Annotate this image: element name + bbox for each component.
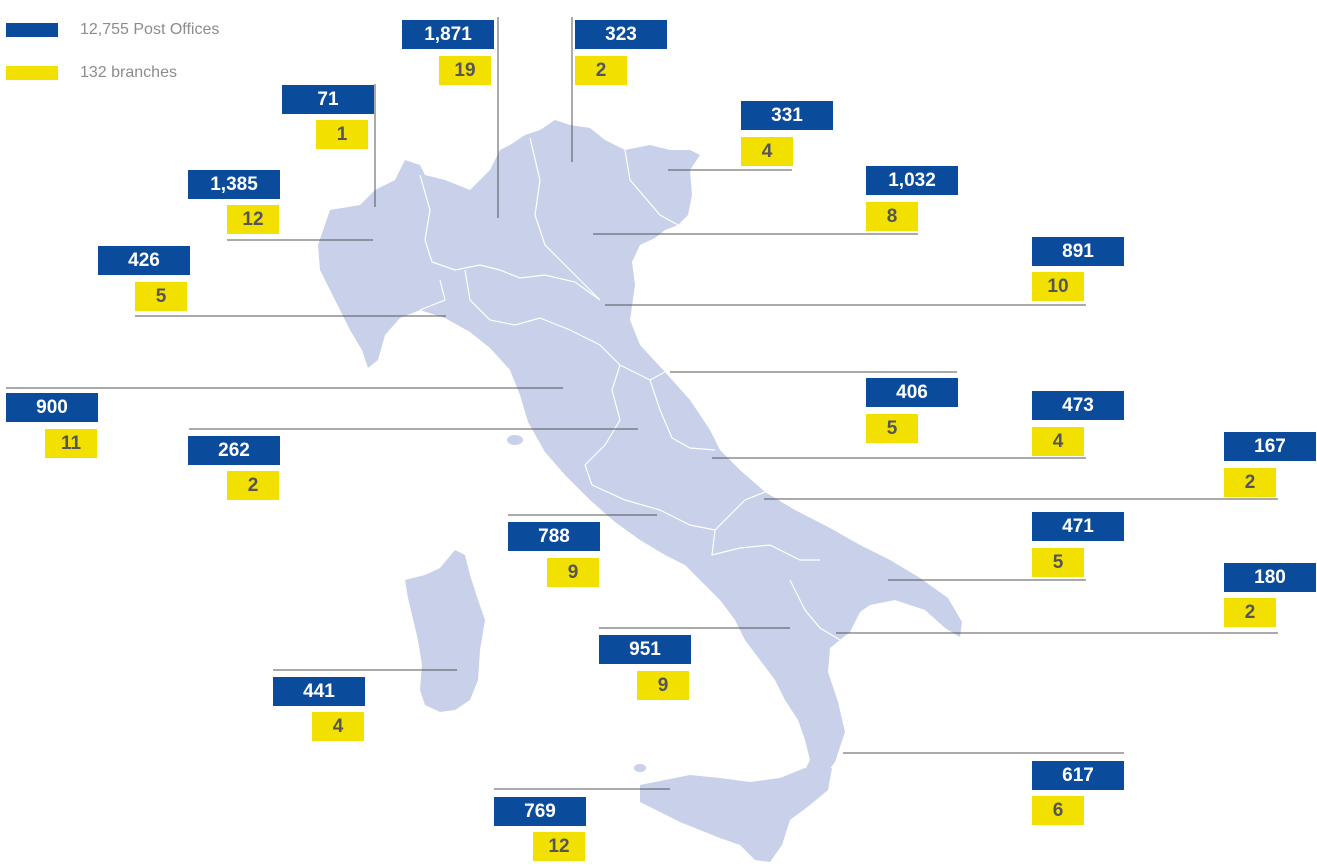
legend-label-post-offices: 12,755 Post Offices: [80, 21, 220, 38]
post-office-count: 323: [575, 20, 667, 49]
post-office-count: 471: [1032, 512, 1124, 541]
branch-count: 1: [316, 120, 368, 149]
branch-count: 8: [866, 202, 918, 231]
post-office-count: 180: [1224, 563, 1316, 592]
sicily: [640, 768, 832, 862]
legend-label-branches: 132 branches: [80, 64, 177, 81]
branch-count: 4: [1032, 427, 1084, 456]
branch-count: 4: [741, 137, 793, 166]
post-office-count: 951: [599, 635, 691, 664]
legend-branches: 132 branches: [6, 64, 177, 81]
branch-count: 6: [1032, 796, 1084, 825]
branch-count: 5: [1032, 548, 1084, 577]
branch-count: 9: [547, 558, 599, 587]
post-office-count: 900: [6, 393, 98, 422]
post-office-count: 617: [1032, 761, 1124, 790]
post-office-count: 891: [1032, 237, 1124, 266]
post-office-count: 1,385: [188, 170, 280, 199]
post-office-count: 473: [1032, 391, 1124, 420]
legend-post-offices: 12,755 Post Offices: [6, 21, 220, 38]
branch-count: 5: [135, 282, 187, 311]
post-office-count: 331: [741, 101, 833, 130]
branch-count: 19: [439, 56, 491, 85]
post-office-count: 1,871: [402, 20, 494, 49]
branch-count: 2: [575, 56, 627, 85]
post-office-count: 1,032: [866, 166, 958, 195]
branch-count: 12: [227, 205, 279, 234]
branch-count: 2: [1224, 598, 1276, 627]
post-office-count: 769: [494, 797, 586, 826]
branch-count: 2: [1224, 468, 1276, 497]
post-office-count: 71: [282, 85, 374, 114]
branch-count: 4: [312, 712, 364, 741]
post-office-count: 441: [273, 677, 365, 706]
sardinia: [405, 550, 485, 712]
post-office-count: 406: [866, 378, 958, 407]
post-office-count: 426: [98, 246, 190, 275]
post-office-count: 788: [508, 522, 600, 551]
italy-mainland: [318, 120, 962, 790]
branch-count: 12: [533, 832, 585, 861]
post-office-count: 262: [188, 436, 280, 465]
branch-count: 2: [227, 471, 279, 500]
legend-swatch-branches: [6, 66, 58, 80]
legend-swatch-post-offices: [6, 23, 58, 37]
branch-count: 11: [45, 429, 97, 458]
branch-count: 5: [866, 414, 918, 443]
post-office-count: 167: [1224, 432, 1316, 461]
branch-count: 10: [1032, 272, 1084, 301]
branch-count: 9: [637, 671, 689, 700]
